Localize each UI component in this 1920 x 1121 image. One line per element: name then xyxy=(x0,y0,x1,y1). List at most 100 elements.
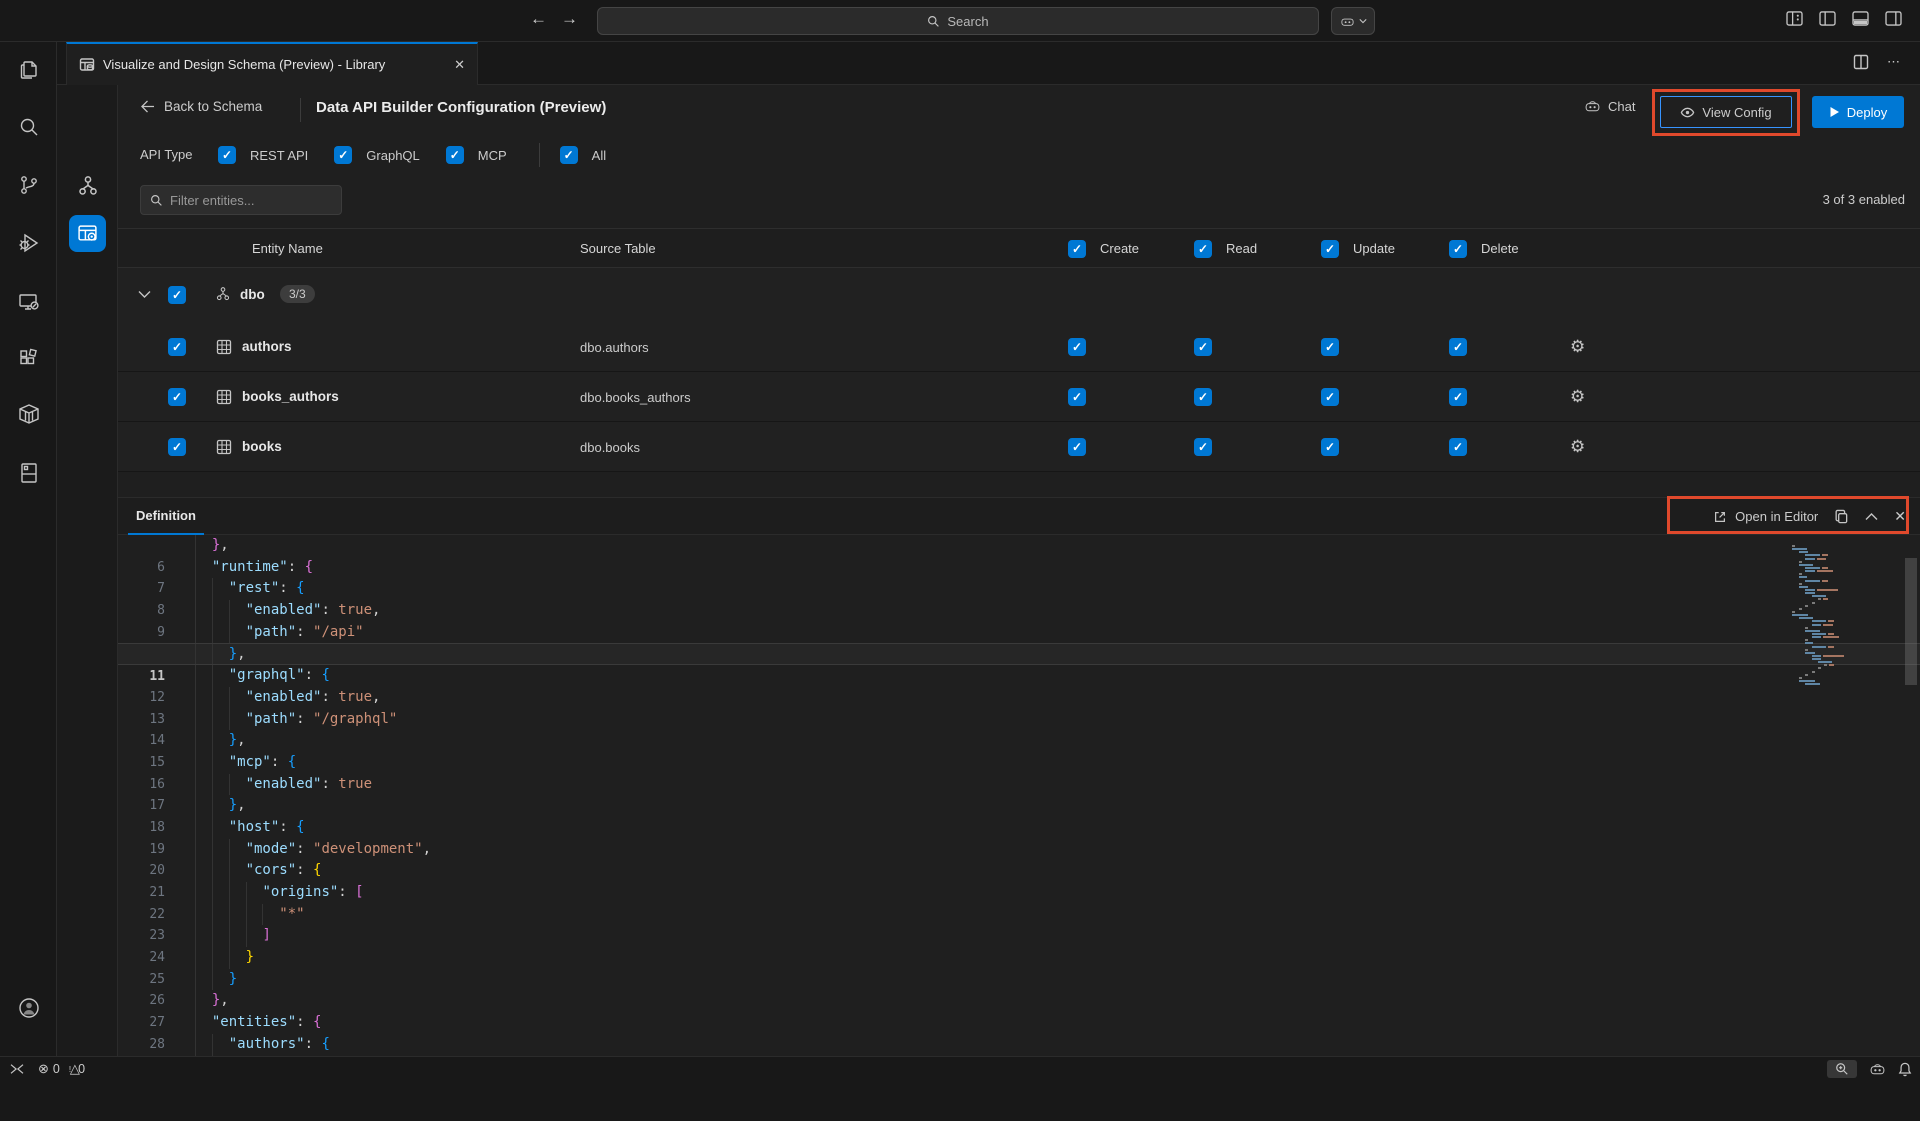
back-to-schema-button[interactable]: Back to Schema xyxy=(140,99,262,114)
api-type-checkbox-mcp[interactable]: ✓ xyxy=(445,146,464,164)
tab-visualize-design-schema[interactable]: Visualize and Design Schema (Preview) - … xyxy=(66,42,478,85)
copilot-menu-button[interactable] xyxy=(1331,7,1375,35)
row-checkbox[interactable]: ✓ xyxy=(168,438,186,456)
toggle-panel-icon[interactable] xyxy=(1852,11,1869,26)
code-line[interactable]: 17 "enabled": true xyxy=(118,773,1920,813)
accounts-icon[interactable] xyxy=(0,985,57,1031)
code-line[interactable]: 18 }, xyxy=(118,795,1920,835)
search-input[interactable]: Search xyxy=(597,7,1319,35)
schema-group-row[interactable]: ✓ dbo 3/3 xyxy=(118,268,1920,322)
api-type-checkbox-rest-api[interactable]: ✓ xyxy=(218,146,236,164)
row-crud-checkbox[interactable]: ✓ xyxy=(1068,338,1086,356)
row-crud-checkbox[interactable]: ✓ xyxy=(1194,338,1212,356)
api-builder-view-icon[interactable] xyxy=(69,215,106,252)
code-line[interactable]: 16 "mcp": { xyxy=(118,751,1920,792)
table-row-books_authors[interactable]: ✓ books_authors dbo.books_authors ✓ ✓ ✓ ✓ ⚙ xyxy=(118,372,1920,422)
row-checkbox[interactable]: ✓ xyxy=(168,388,186,406)
crud-header-checkbox-create[interactable]: ✓ xyxy=(1068,240,1086,258)
remote-explorer-icon[interactable] xyxy=(0,279,57,325)
tab-title: Visualize and Design Schema (Preview) - … xyxy=(103,57,386,72)
containers-icon[interactable] xyxy=(0,392,57,438)
table-row-books[interactable]: ✓ books dbo.books ✓ ✓ ✓ ✓ ⚙ xyxy=(118,422,1920,472)
bell-icon[interactable] xyxy=(1898,1062,1912,1077)
row-crud-checkbox[interactable]: ✓ xyxy=(1194,388,1212,406)
nav-forward-icon[interactable]: → xyxy=(561,9,578,28)
row-crud-checkbox[interactable]: ✓ xyxy=(1449,438,1467,456)
view-config-button[interactable]: View Config xyxy=(1660,96,1792,128)
table-row-authors[interactable]: ✓ authors dbo.authors ✓ ✓ ✓ ✓ ⚙ xyxy=(118,322,1920,372)
customize-layout-icon[interactable] xyxy=(1786,11,1803,26)
extensions-icon[interactable] xyxy=(0,336,57,382)
database-icon[interactable] xyxy=(0,450,57,496)
row-crud-checkbox[interactable]: ✓ xyxy=(1068,438,1086,456)
definition-code-editor[interactable]: 6 }, 7 "runtime": { 8 "rest": { 9 "enabl… xyxy=(118,535,1920,1074)
more-actions-icon[interactable]: ⋯ xyxy=(1887,54,1900,69)
copilot-status-icon[interactable] xyxy=(1869,1061,1886,1078)
toggle-sidebar-icon[interactable] xyxy=(1819,11,1836,26)
chevron-down-icon[interactable] xyxy=(138,290,151,299)
close-panel-icon[interactable]: ✕ xyxy=(1894,508,1906,524)
crud-header-checkbox-update[interactable]: ✓ xyxy=(1321,240,1339,258)
code-line[interactable]: 20 "mode": "development", xyxy=(118,838,1920,878)
row-crud-checkbox[interactable]: ✓ xyxy=(1449,338,1467,356)
toggle-secondary-sidebar-icon[interactable] xyxy=(1885,11,1902,26)
run-debug-icon[interactable] xyxy=(0,220,57,266)
row-crud-checkbox[interactable]: ✓ xyxy=(1321,338,1339,356)
code-line[interactable]: 8 "rest": { xyxy=(118,578,1920,618)
api-type-checkbox-all[interactable]: ✓ xyxy=(559,146,578,164)
status-bar: ⊗ 0 △! 0 xyxy=(0,1056,1920,1080)
deploy-button[interactable]: Deploy xyxy=(1812,96,1904,128)
group-checkbox[interactable]: ✓ xyxy=(168,286,186,304)
code-line[interactable]: 6 }, xyxy=(118,535,1920,575)
problems-indicator[interactable]: ⊗ 0 △! 0 xyxy=(38,1061,85,1077)
explorer-icon[interactable] xyxy=(0,47,57,93)
chevron-up-icon[interactable] xyxy=(1865,512,1878,521)
crud-header-checkbox-read[interactable]: ✓ xyxy=(1194,240,1212,258)
tab-close-icon[interactable]: ✕ xyxy=(454,56,465,72)
code-line[interactable]: 7 "runtime": { xyxy=(118,556,1920,596)
row-crud-checkbox[interactable]: ✓ xyxy=(1321,438,1339,456)
code-line[interactable]: 28 "entities": { xyxy=(118,1012,1920,1052)
minimap[interactable] xyxy=(1786,545,1901,686)
row-crud-checkbox[interactable]: ✓ xyxy=(1194,438,1212,456)
row-settings-gear-icon[interactable]: ⚙ xyxy=(1570,337,1586,356)
definition-tab[interactable]: Definition xyxy=(128,498,204,535)
row-crud-checkbox[interactable]: ✓ xyxy=(1449,388,1467,406)
chat-button[interactable]: Chat xyxy=(1584,98,1635,115)
source-control-icon[interactable] xyxy=(0,162,57,208)
code-line[interactable]: 9 "enabled": true, xyxy=(118,600,1920,640)
row-checkbox[interactable]: ✓ xyxy=(168,338,186,356)
code-line[interactable]: 11 }, xyxy=(118,643,1920,684)
api-type-checkbox-graphql[interactable]: ✓ xyxy=(334,146,353,164)
filter-entities-input[interactable]: Filter entities... xyxy=(140,185,342,215)
code-line[interactable]: 12 "graphql": { xyxy=(118,665,1920,705)
nav-back-icon[interactable]: ← xyxy=(530,9,547,28)
code-line[interactable]: 15 }, xyxy=(118,730,1920,770)
row-settings-gear-icon[interactable]: ⚙ xyxy=(1570,437,1586,456)
open-in-editor-button[interactable]: Open in Editor xyxy=(1713,509,1818,524)
code-line[interactable]: 21 "cors": { xyxy=(118,860,1920,900)
remote-indicator-icon[interactable] xyxy=(10,1063,24,1075)
code-line[interactable]: 10 "path": "/api" xyxy=(118,621,1920,661)
search-view-icon[interactable] xyxy=(0,104,57,150)
crud-header-checkbox-delete[interactable]: ✓ xyxy=(1449,240,1467,258)
row-crud-checkbox[interactable]: ✓ xyxy=(1068,388,1086,406)
crud-header-label: Delete xyxy=(1481,241,1519,256)
copy-icon[interactable] xyxy=(1834,509,1849,524)
code-line[interactable]: 23 "*" xyxy=(118,903,1920,943)
row-settings-gear-icon[interactable]: ⚙ xyxy=(1570,387,1586,406)
code-line[interactable]: 27 }, xyxy=(118,990,1920,1030)
zoom-status-icon[interactable] xyxy=(1827,1060,1857,1078)
code-line[interactable]: 22 "origins": [ xyxy=(118,882,1920,922)
schema-view-icon[interactable] xyxy=(75,173,101,199)
row-crud-checkbox[interactable]: ✓ xyxy=(1321,388,1339,406)
code-line[interactable]: 13 "enabled": true, xyxy=(118,686,1920,727)
split-editor-icon[interactable] xyxy=(1853,54,1869,70)
code-line[interactable]: 29 "authors": { xyxy=(118,1033,1920,1074)
code-line[interactable]: 26 } xyxy=(118,968,1920,1008)
code-line[interactable]: 19 "host": { xyxy=(118,816,1920,857)
code-line[interactable]: 24 ] xyxy=(118,925,1920,965)
editor-scrollbar[interactable] xyxy=(1905,558,1917,685)
code-line[interactable]: 14 "path": "/graphql" xyxy=(118,708,1920,748)
code-line[interactable]: 25 } xyxy=(118,947,1920,987)
